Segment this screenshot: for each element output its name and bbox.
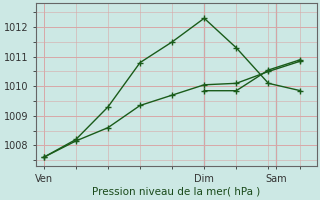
X-axis label: Pression niveau de la mer( hPa ): Pression niveau de la mer( hPa ) — [92, 187, 260, 197]
